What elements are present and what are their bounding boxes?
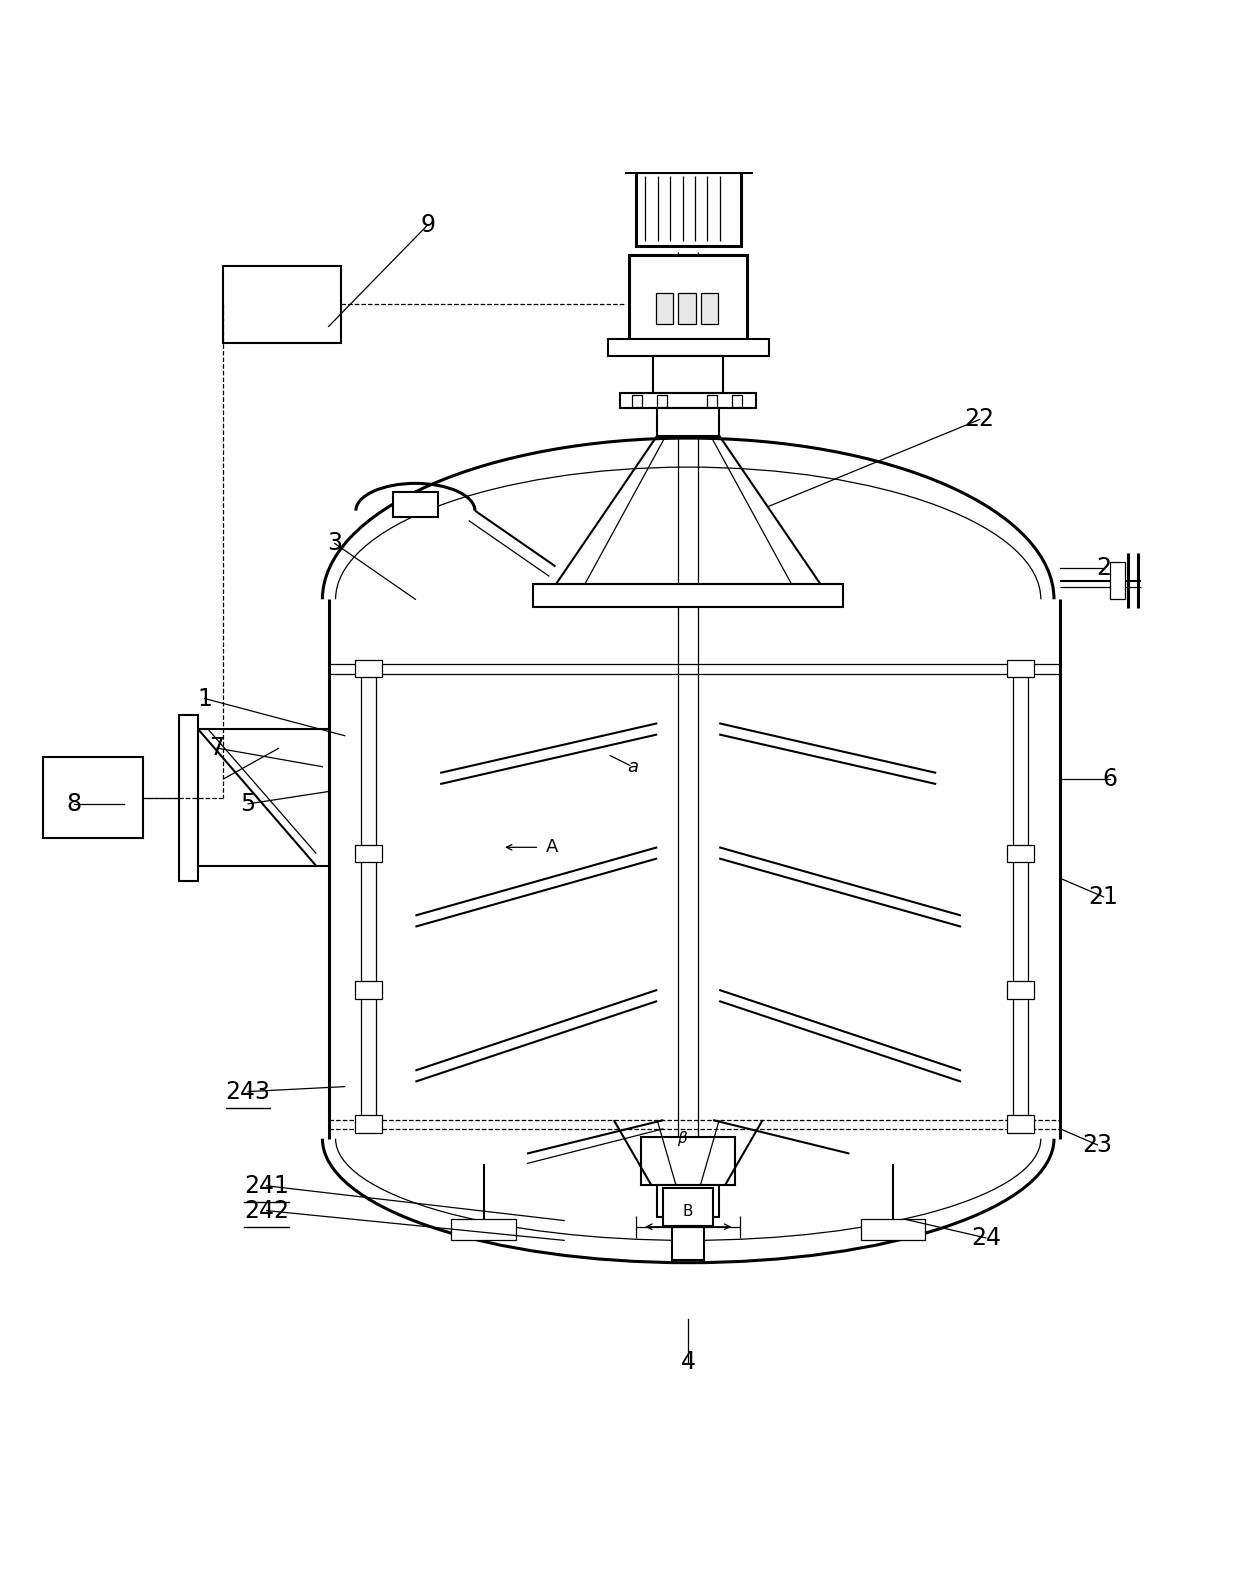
Bar <box>451 1219 516 1241</box>
Bar <box>701 293 718 325</box>
Bar <box>1110 562 1125 600</box>
Bar <box>533 584 843 606</box>
Text: 21: 21 <box>1089 885 1118 909</box>
Bar <box>1007 981 1034 999</box>
Bar <box>393 492 438 516</box>
Bar <box>355 1114 382 1132</box>
Text: 3: 3 <box>327 532 342 556</box>
Bar <box>179 714 198 880</box>
Bar <box>653 356 723 394</box>
Bar <box>355 981 382 999</box>
Bar <box>672 1225 704 1260</box>
Text: 23: 23 <box>1083 1133 1112 1157</box>
Text: A: A <box>546 839 558 856</box>
Bar <box>636 171 742 245</box>
Text: 242: 242 <box>244 1198 289 1222</box>
Bar <box>355 660 382 678</box>
Bar <box>656 293 673 325</box>
Bar <box>355 845 382 863</box>
Text: 8: 8 <box>67 792 82 815</box>
Bar <box>663 1189 713 1225</box>
Text: 1: 1 <box>197 687 212 711</box>
Bar <box>223 266 341 342</box>
Text: 243: 243 <box>226 1080 270 1103</box>
Bar <box>732 394 742 407</box>
Bar <box>641 1138 735 1184</box>
Bar <box>1007 845 1034 863</box>
Text: 22: 22 <box>965 407 994 432</box>
Text: 9: 9 <box>420 212 435 237</box>
Text: 4: 4 <box>681 1350 696 1374</box>
Bar <box>626 157 751 171</box>
Bar <box>630 255 746 339</box>
Text: 24: 24 <box>971 1225 1001 1251</box>
Text: B: B <box>683 1205 693 1219</box>
Bar <box>198 730 329 866</box>
Text: 5: 5 <box>241 792 255 815</box>
Text: β: β <box>677 1132 687 1146</box>
Bar <box>1007 1114 1034 1132</box>
Bar <box>678 293 696 325</box>
Bar <box>657 408 719 435</box>
Bar <box>43 757 143 837</box>
Bar <box>657 394 667 407</box>
Bar <box>707 394 717 407</box>
Bar <box>657 1184 719 1217</box>
Bar <box>608 339 769 356</box>
Bar <box>620 394 756 408</box>
Text: a: a <box>627 758 637 776</box>
Text: 6: 6 <box>1102 768 1117 792</box>
Text: 241: 241 <box>244 1175 289 1198</box>
Text: 7: 7 <box>210 736 224 760</box>
Bar <box>1007 660 1034 678</box>
Text: 2: 2 <box>1096 556 1111 581</box>
Bar <box>632 394 642 407</box>
Bar <box>861 1219 925 1241</box>
